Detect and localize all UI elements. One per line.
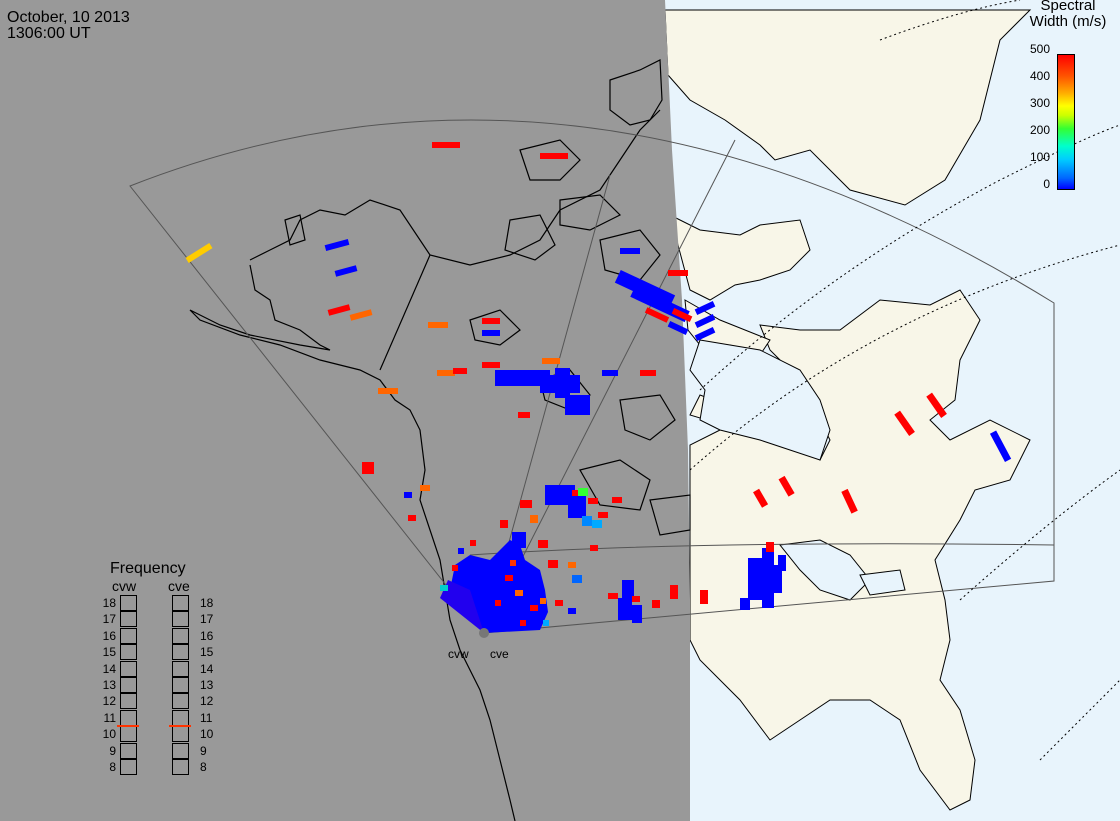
frequency-cell bbox=[120, 595, 137, 611]
frequency-cell bbox=[172, 595, 189, 611]
colorbar-tick: 200 bbox=[1029, 123, 1050, 137]
frequency-cell bbox=[172, 759, 189, 775]
frequency-cell bbox=[172, 677, 189, 693]
frequency-tick: 10 bbox=[102, 727, 116, 742]
frequency-cell bbox=[172, 627, 189, 644]
coastlines-night bbox=[189, 59, 691, 821]
frequency-tick: 14 bbox=[200, 661, 214, 676]
frequency-marker bbox=[117, 724, 139, 727]
frequency-tick: 10 bbox=[200, 727, 214, 742]
frequency-tick: 8 bbox=[109, 760, 116, 774]
latitude-circles bbox=[689, 0, 1120, 761]
colorbar-tick: 400 bbox=[1029, 69, 1050, 83]
colorbar-title: Spectral Width (m/s) bbox=[1016, 0, 1120, 30]
radar-site-marker bbox=[479, 628, 489, 638]
frequency-tick: 8 bbox=[200, 760, 207, 774]
frequency-cell bbox=[120, 627, 137, 644]
frequency-tick: 12 bbox=[102, 694, 116, 709]
frequency-cell bbox=[120, 644, 137, 661]
frequency-cell bbox=[120, 709, 137, 726]
frequency-tick: 9 bbox=[200, 743, 207, 758]
frequency-tick: 13 bbox=[200, 678, 214, 692]
frequency-cell bbox=[172, 644, 189, 661]
frequency-cell bbox=[120, 759, 137, 775]
colorbar-tick: 500 bbox=[1029, 42, 1050, 56]
frequency-cell bbox=[172, 693, 189, 710]
frequency-cell bbox=[172, 660, 189, 677]
colorbar-tick: 300 bbox=[1029, 96, 1050, 110]
frequency-radar-label: cvw bbox=[112, 578, 137, 594]
frequency-cell bbox=[172, 611, 189, 628]
frequency-tick: 16 bbox=[102, 628, 116, 643]
frequency-tick: 18 bbox=[200, 596, 214, 610]
frequency-tick: 14 bbox=[102, 661, 116, 676]
frequency-tick: 15 bbox=[102, 645, 116, 660]
frequency-cell bbox=[120, 726, 137, 743]
frequency-cell bbox=[172, 709, 189, 726]
day-land bbox=[664, 9, 1032, 811]
frequency-tick: 18 bbox=[102, 596, 116, 610]
colorbar-title-line1: Spectral bbox=[1040, 0, 1096, 14]
frequency-tick: 16 bbox=[200, 628, 214, 643]
frequency-tick: 17 bbox=[102, 612, 116, 627]
station-label: cve bbox=[490, 647, 509, 661]
plot-time: 1306:00 UT bbox=[7, 25, 91, 42]
frequency-tick: 13 bbox=[102, 678, 116, 692]
frequency-cell bbox=[120, 677, 137, 693]
frequency-tick: 9 bbox=[109, 743, 116, 758]
backscatter bbox=[185, 142, 1012, 633]
plot-date: October, 10 2013 bbox=[7, 9, 130, 26]
colorbar-tick: 100 bbox=[1029, 150, 1050, 164]
frequency-title: Frequency bbox=[110, 560, 186, 577]
frequency-radar-label: cve bbox=[168, 578, 190, 594]
colorbar-title-line2: Width (m/s) bbox=[1029, 13, 1107, 30]
frequency-tick: 17 bbox=[200, 612, 214, 627]
frequency-cell bbox=[120, 742, 137, 759]
lakes bbox=[689, 339, 906, 601]
colorbar-tick: 0 bbox=[1043, 177, 1050, 191]
frequency-cell bbox=[120, 660, 137, 677]
frequency-cell bbox=[120, 611, 137, 628]
frequency-cell bbox=[172, 726, 189, 743]
frequency-tick: 11 bbox=[103, 710, 116, 725]
frequency-cell bbox=[172, 742, 189, 759]
frequency-marker bbox=[169, 724, 191, 727]
station-label: cvw bbox=[448, 647, 469, 661]
frequency-tick: 11 bbox=[200, 710, 213, 725]
frequency-tick: 12 bbox=[200, 694, 214, 709]
frequency-cell bbox=[120, 693, 137, 710]
frequency-tick: 15 bbox=[200, 645, 214, 660]
colorbar bbox=[1057, 54, 1075, 190]
